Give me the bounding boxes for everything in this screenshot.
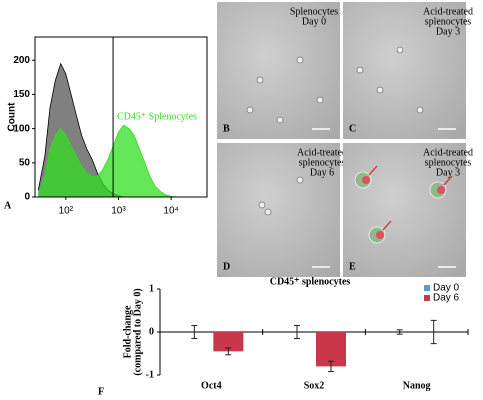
arrow (382, 220, 392, 231)
panel-caption: Acid-treated (423, 147, 473, 158)
stained-nucleus (362, 176, 370, 184)
cell (396, 46, 404, 54)
y-tick-label: 150 (13, 89, 30, 100)
micrograph (217, 2, 340, 139)
error-bar (294, 325, 300, 339)
panel-caption: Day 6 (310, 167, 334, 178)
y-axis-label: Count (7, 102, 18, 132)
panel-letter: C (349, 123, 356, 134)
cell (256, 76, 264, 84)
cell (258, 201, 266, 209)
stained-nucleus (376, 231, 384, 239)
x-tick-label: Sox2 (304, 380, 325, 391)
legend-swatch (424, 285, 430, 291)
cell (296, 176, 304, 184)
panel-letter: F (98, 386, 104, 397)
annotation: CD45⁺ Splenocytes (117, 111, 197, 122)
y-tick-label: 0 (149, 326, 154, 337)
stained-nucleus (437, 186, 445, 194)
micrograph (217, 143, 340, 277)
panel-caption: Splenocytes (290, 6, 338, 17)
micrograph (343, 2, 466, 139)
x-tick-label: 10³ (111, 206, 126, 217)
panel-letter: A (4, 200, 12, 211)
cell (376, 86, 384, 94)
x-tick-label: Nanog (403, 380, 431, 391)
panel-caption: Day 0 (302, 16, 326, 27)
cell (356, 66, 364, 74)
panel-caption: Acid-treated (423, 6, 473, 17)
y-tick-label: 200 (13, 55, 30, 66)
panel-letter: B (223, 123, 230, 134)
legend-label: Day 0 (433, 283, 460, 294)
cell (416, 106, 424, 114)
legend-label: Day 6 (433, 293, 460, 304)
error-bar (396, 329, 403, 335)
plot-frame (34, 36, 208, 198)
error-bar (430, 319, 437, 345)
panel-caption: splenocytes (425, 16, 472, 27)
chart-title: CD45⁺ splenocytes (270, 276, 351, 287)
error-bar (225, 347, 232, 356)
x-tick-label: Oct4 (201, 380, 222, 391)
panel-caption: Day 3 (436, 167, 460, 178)
cell (264, 208, 272, 216)
cell (316, 96, 324, 104)
arrow (443, 175, 453, 186)
cell (246, 106, 254, 114)
y-tick-label: 100 (13, 123, 30, 134)
micrograph (343, 143, 466, 277)
x-tick-label: 10⁴ (163, 206, 178, 217)
y-tick-label: 0 (24, 192, 30, 203)
panel-caption: splenocytes (425, 157, 472, 168)
legend-swatch (424, 295, 430, 301)
panel-letter: E (349, 261, 356, 272)
arrow (368, 165, 378, 176)
y-tick-label: 50 (19, 157, 31, 168)
y-tick-label: 1 (149, 283, 154, 294)
x-tick-label: 10² (59, 206, 74, 217)
cell (296, 56, 304, 64)
panel-letter: D (223, 261, 230, 272)
error-bar (191, 325, 198, 339)
y-axis-label: Fold-change (122, 305, 133, 358)
cell (276, 116, 284, 124)
y-axis-label: (compared to Day 0) (132, 288, 143, 375)
y-tick-label: -1 (146, 369, 154, 380)
bar (213, 332, 244, 352)
error-bar (328, 360, 334, 373)
bar (316, 332, 346, 367)
panel-caption: Acid-treated (297, 147, 347, 158)
panel-caption: Day 3 (436, 26, 460, 37)
histogram-outline (37, 124, 177, 198)
panel-caption: splenocytes (299, 157, 346, 168)
